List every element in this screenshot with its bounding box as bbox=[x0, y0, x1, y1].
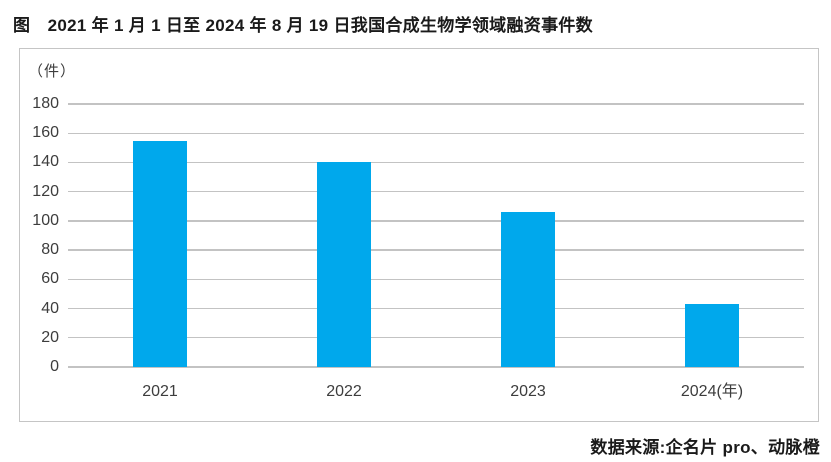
y-tick-label: 120 bbox=[32, 182, 59, 200]
x-tick-label: 2021 bbox=[142, 383, 196, 401]
gridline bbox=[68, 249, 804, 251]
x-tick-text: 2024(年) bbox=[680, 383, 744, 400]
y-tick-label: 0 bbox=[50, 358, 59, 375]
gridline bbox=[68, 132, 804, 134]
gridline bbox=[68, 103, 804, 105]
y-axis-unit-label: （件） bbox=[28, 63, 77, 80]
y-tick-label: 160 bbox=[32, 124, 59, 142]
gridline bbox=[68, 337, 804, 339]
y-tick-label: 100 bbox=[32, 211, 59, 229]
gridline bbox=[68, 307, 804, 310]
gridline bbox=[68, 190, 804, 193]
x-tick-text: 2023 bbox=[510, 383, 546, 400]
bar-2024 bbox=[685, 304, 739, 367]
x-tick-label: 2023 bbox=[510, 383, 564, 401]
bar-2023 bbox=[501, 212, 555, 367]
y-tick-label: 140 bbox=[32, 153, 59, 171]
y-tick-label: 180 bbox=[32, 95, 59, 112]
chart-plot-area: （件） 0 20 40 60 80 100 120 140 160 180 2021 2022 2023… bbox=[19, 48, 819, 422]
gridline bbox=[68, 161, 804, 164]
figure-title: 图 2021 年 1 月 1 日至 2024 年 8 月 19 日我国合成生物学… bbox=[13, 16, 593, 35]
bar-2021 bbox=[133, 140, 187, 367]
gridline bbox=[68, 220, 804, 222]
y-tick-label: 60 bbox=[41, 270, 59, 288]
y-tick-label: 80 bbox=[41, 241, 59, 259]
x-tick-label: 2024(年) bbox=[681, 383, 774, 401]
x-tick-text: 2022 bbox=[326, 383, 362, 400]
data-source-note: 数据来源:企名片 pro、动脉橙 bbox=[590, 438, 820, 457]
x-tick-text: 2021 bbox=[142, 383, 178, 400]
x-tick-label: 2022 bbox=[326, 383, 380, 401]
bar-2022 bbox=[317, 162, 371, 367]
gridline bbox=[68, 366, 804, 368]
y-tick-label: 20 bbox=[41, 328, 59, 346]
y-tick-label: 40 bbox=[41, 299, 59, 317]
gridline bbox=[68, 278, 804, 281]
